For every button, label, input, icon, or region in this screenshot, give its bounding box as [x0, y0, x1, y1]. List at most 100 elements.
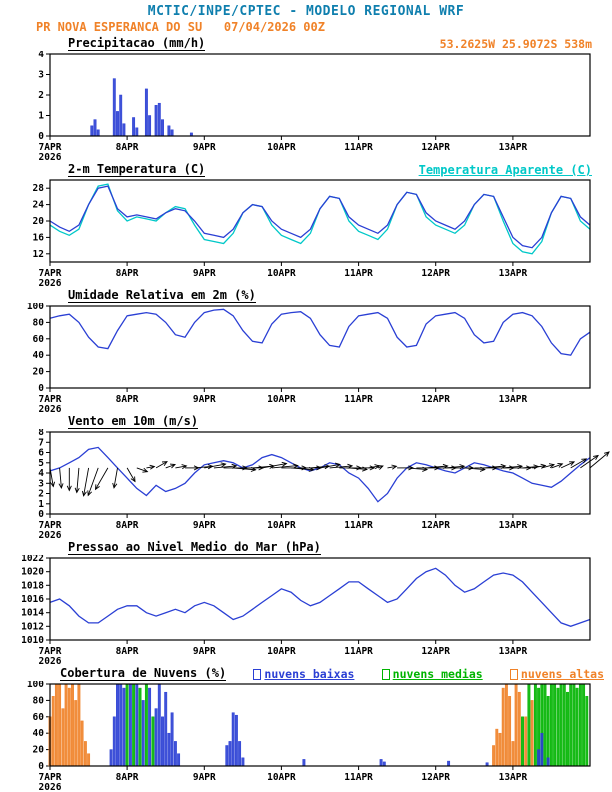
svg-text:12APR: 12APR — [421, 772, 450, 783]
station-coordinates: 53.2625W 25.9072S 538m — [439, 37, 592, 51]
svg-text:1022: 1022 — [21, 555, 44, 564]
legend-nuvens-baixas: nuvens baixas — [253, 667, 354, 681]
svg-text:2026: 2026 — [39, 530, 62, 539]
svg-text:80: 80 — [33, 695, 45, 706]
panel-title-wind: Vento em 10m (m/s) — [68, 414, 199, 429]
panel-title-clouds: Cobertura de Nuvens (%) — [60, 666, 227, 681]
temperature-title-row: 2-m Temperatura (C) Temperatura Aparente… — [0, 161, 612, 177]
svg-text:16: 16 — [33, 232, 45, 243]
legend-nuvens-medias: nuvens medias — [381, 667, 483, 681]
svg-text:9APR: 9APR — [193, 772, 216, 783]
svg-text:3: 3 — [38, 70, 44, 81]
svg-text:9APR: 9APR — [193, 646, 216, 657]
svg-text:11APR: 11APR — [344, 646, 373, 657]
svg-text:1014: 1014 — [21, 608, 44, 619]
precipitation-chart: 0 1 2 3 4 7APR 2026 8APR 9APR 10APR 11APR 12APR 13AP… — [0, 51, 612, 161]
svg-text:7APR: 7APR — [39, 142, 62, 153]
svg-text:11APR: 11APR — [344, 268, 373, 279]
svg-text:20: 20 — [33, 745, 45, 756]
svg-text:80: 80 — [33, 317, 45, 328]
model-title: MCTIC/INPE/CPTEC - MODELO REGIONAL WRF — [147, 4, 465, 19]
svg-text:10APR: 10APR — [267, 268, 296, 279]
svg-text:40: 40 — [33, 728, 45, 739]
svg-text:2026: 2026 — [39, 278, 62, 287]
svg-text:7APR: 7APR — [39, 268, 62, 279]
svg-text:24: 24 — [33, 200, 45, 211]
svg-text:60: 60 — [33, 712, 45, 723]
svg-text:8APR: 8APR — [116, 646, 139, 657]
svg-text:100: 100 — [27, 303, 44, 312]
svg-text:11APR: 11APR — [344, 394, 373, 405]
svg-text:12APR: 12APR — [421, 142, 450, 153]
svg-text:1: 1 — [38, 111, 44, 122]
svg-text:11APR: 11APR — [344, 142, 373, 153]
svg-text:13APR: 13APR — [499, 646, 528, 657]
svg-text:8: 8 — [38, 429, 44, 438]
svg-text:10APR: 10APR — [267, 142, 296, 153]
svg-text:9APR: 9APR — [193, 394, 216, 405]
svg-text:2026: 2026 — [39, 152, 62, 161]
clouds-title-row: Cobertura de Nuvens (%) nuvens baixas nu… — [0, 665, 612, 681]
svg-text:1016: 1016 — [21, 594, 44, 605]
station-and-run-label: PR NOVA ESPERANCA DO SU 07/04/2026 00Z — [36, 20, 325, 34]
svg-text:9APR: 9APR — [193, 268, 216, 279]
svg-text:60: 60 — [33, 334, 45, 345]
svg-text:7APR: 7APR — [39, 772, 62, 783]
svg-text:10APR: 10APR — [267, 520, 296, 531]
svg-text:9APR: 9APR — [193, 520, 216, 531]
panel-wind: Vento em 10m (m/s) 0 1 2 3 4 5 6 7 8 7APR 2026 8APR… — [0, 413, 612, 539]
svg-text:11APR: 11APR — [344, 772, 373, 783]
svg-text:3: 3 — [38, 478, 44, 489]
svg-text:12APR: 12APR — [421, 520, 450, 531]
panel-title-temperature: 2-m Temperatura (C) — [68, 162, 206, 177]
svg-text:12: 12 — [33, 249, 44, 260]
svg-text:1018: 1018 — [21, 580, 44, 591]
legend-label-medias: nuvens medias — [392, 667, 483, 681]
svg-text:20: 20 — [33, 216, 45, 227]
svg-text:4: 4 — [38, 468, 44, 479]
svg-text:12APR: 12APR — [421, 394, 450, 405]
legend-swatch-altas-icon — [509, 668, 518, 680]
humidity-chart: 0 20 40 60 80 100 7APR 2026 8APR 9APR 10APR 11APR 12… — [0, 303, 612, 413]
svg-text:2026: 2026 — [39, 404, 62, 413]
legend-label-altas: nuvens altas — [520, 667, 604, 681]
svg-text:2: 2 — [38, 489, 44, 500]
panel-clouds: Cobertura de Nuvens (%) nuvens baixas nu… — [0, 665, 612, 791]
svg-text:12APR: 12APR — [421, 268, 450, 279]
svg-text:2: 2 — [38, 90, 44, 101]
svg-text:0: 0 — [38, 131, 44, 142]
svg-text:2026: 2026 — [39, 656, 62, 665]
precipitation-title-row: Precipitacao (mm/h) 53.2625W 25.9072S 53… — [0, 35, 612, 51]
svg-text:7APR: 7APR — [39, 646, 62, 657]
temperature-chart: 12 16 20 24 28 7APR 2026 8APR 9APR 10APR 11APR 12AP… — [0, 177, 612, 287]
svg-text:8APR: 8APR — [116, 394, 139, 405]
legend-nuvens-altas: nuvens altas — [509, 667, 604, 681]
panel-pressure: Pressao ao Nivel Medio do Mar (hPa) 1010… — [0, 539, 612, 665]
humidity-title-row: Umidade Relativa em 2m (%) — [0, 287, 612, 303]
svg-text:1010: 1010 — [21, 635, 44, 646]
svg-text:13APR: 13APR — [499, 142, 528, 153]
svg-text:10APR: 10APR — [267, 646, 296, 657]
legend-label-baixas: nuvens baixas — [264, 667, 355, 681]
svg-text:0: 0 — [38, 509, 44, 520]
svg-text:13APR: 13APR — [499, 520, 528, 531]
svg-text:10APR: 10APR — [267, 394, 296, 405]
svg-text:0: 0 — [38, 761, 44, 772]
panel-title-humidity: Umidade Relativa em 2m (%) — [68, 288, 256, 303]
svg-text:1020: 1020 — [21, 567, 44, 578]
legend-swatch-baixas-icon — [253, 668, 262, 680]
svg-text:7APR: 7APR — [39, 520, 62, 531]
svg-text:12APR: 12APR — [421, 646, 450, 657]
apparent-temp-label: Temperatura Aparente (C) — [418, 163, 592, 177]
svg-text:11APR: 11APR — [344, 520, 373, 531]
pressure-title-row: Pressao ao Nivel Medio do Mar (hPa) — [0, 539, 612, 555]
svg-text:10APR: 10APR — [267, 772, 296, 783]
svg-text:0: 0 — [38, 383, 44, 394]
svg-text:40: 40 — [33, 350, 45, 361]
svg-text:9APR: 9APR — [193, 142, 216, 153]
svg-text:8APR: 8APR — [116, 142, 139, 153]
svg-text:7APR: 7APR — [39, 394, 62, 405]
legend-swatch-medias-icon — [381, 668, 390, 680]
svg-text:13APR: 13APR — [499, 394, 528, 405]
